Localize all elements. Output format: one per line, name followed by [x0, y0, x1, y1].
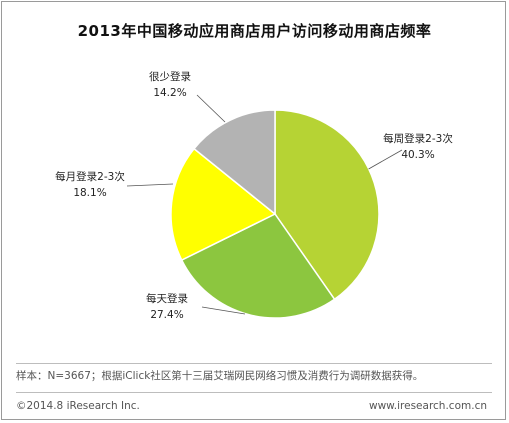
leader-line: [368, 149, 403, 170]
chart-title: 2013年中国移动应用商店用户访问移动用商店频率: [77, 22, 432, 40]
leader-line: [126, 183, 174, 187]
slice-label: 很少登录: [149, 70, 191, 83]
slice-value-label: 40.3%: [401, 149, 434, 161]
website-text: www.iresearch.com.cn: [368, 400, 487, 412]
copyright-text: ©2014.8 iResearch Inc.: [16, 400, 140, 412]
slice-label: 每天登录: [146, 292, 188, 305]
leader-line: [196, 94, 226, 123]
leader-line: [201, 306, 246, 315]
slice-label: 每月登录2-3次: [55, 170, 125, 183]
slice-label: 每周登录2-3次: [383, 132, 453, 145]
footer-divider: [16, 392, 492, 393]
slice-value-label: 14.2%: [153, 87, 186, 99]
pie-slice: [180, 213, 336, 319]
slice-value-label: 27.4%: [150, 309, 183, 321]
sample-footnote: 样本：N=3667；根据iClick社区第十三届艾瑞网民网络习惯及消费行为调研数…: [16, 370, 424, 382]
pie-slice: [192, 109, 276, 216]
pie-slice: [170, 147, 277, 262]
pie-slice: [274, 109, 380, 301]
slice-value-label: 18.1%: [73, 187, 106, 199]
footnote-divider: [16, 363, 492, 364]
pie-chart: 每周登录2-3次 40.3% 每天登录 27.4% 每月登录2-3次 18.1% 很少登录 1…: [55, 70, 453, 321]
